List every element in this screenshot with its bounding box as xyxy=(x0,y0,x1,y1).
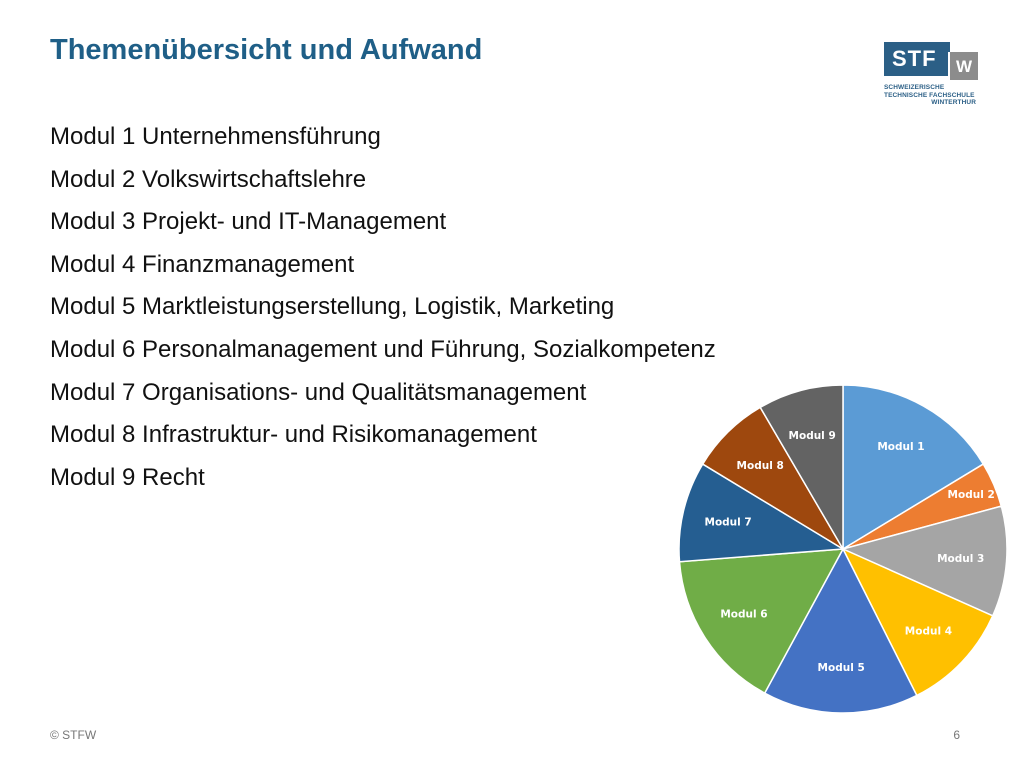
pie-slice-label-2: Modul 2 xyxy=(948,489,995,501)
pie-slice-1 xyxy=(842,384,985,551)
module-item: Modul 2 Volkswirtschaftslehre xyxy=(50,165,367,193)
slide-title: Themenübersicht und Aufwand xyxy=(50,34,483,66)
logo-line-1: SCHWEIZERISCHE xyxy=(884,84,945,91)
module-item: Modul 6 Personalmanagement und Führung, … xyxy=(50,335,716,363)
logo-caption: SCHWEIZERISCHE TECHNISCHE FACHSCHULE WIN… xyxy=(884,84,976,107)
module-list: Modul 1 Unternehmensführung Modul 2 Volk… xyxy=(50,116,716,499)
pie-slice-7 xyxy=(678,463,846,563)
module-item: Modul 5 Marktleistungserstellung, Logist… xyxy=(50,293,615,321)
module-item: Modul 8 Infrastruktur- und Risikomanagem… xyxy=(50,421,537,449)
module-item: Modul 9 Recht xyxy=(50,463,205,491)
pie-slice-label-9: Modul 9 xyxy=(789,430,836,442)
pie-slice-label-4: Modul 4 xyxy=(905,626,952,638)
logo-line-3: WINTERTHUR xyxy=(931,99,976,106)
logo-mark: STF W xyxy=(884,42,978,82)
pie-slice-3 xyxy=(840,505,1008,617)
pie-slice-4 xyxy=(841,547,994,697)
logo-line-2: TECHNISCHE FACHSCHULE xyxy=(884,91,975,99)
pie-slice-label-7: Modul 7 xyxy=(705,517,752,529)
stfw-logo: STF W SCHWEIZERISCHE TECHNISCHE FACHSCHU… xyxy=(884,42,978,107)
pie-slice-label-1: Modul 1 xyxy=(877,441,924,453)
logo-stf-text: STF xyxy=(884,42,950,76)
pie-slice-5 xyxy=(763,547,918,714)
pie-slice-label-8: Modul 8 xyxy=(737,460,784,472)
logo-w-text: W xyxy=(948,52,978,80)
copyright-notice: © STFW xyxy=(50,728,97,742)
pie-slice-9 xyxy=(759,384,844,552)
pie-slice-6 xyxy=(678,548,845,695)
module-item: Modul 7 Organisations- und Qualitätsmana… xyxy=(50,378,587,406)
pie-slice-label-6: Modul 6 xyxy=(720,608,767,620)
module-item: Modul 4 Finanzmanagement xyxy=(50,250,355,278)
pie-slice-label-5: Modul 5 xyxy=(818,662,865,674)
page-number: 6 xyxy=(953,728,960,742)
pie-slice-label-3: Modul 3 xyxy=(937,553,984,565)
module-item: Modul 1 Unternehmensführung xyxy=(50,123,381,150)
module-item: Modul 3 Projekt- und IT-Management xyxy=(50,208,447,236)
